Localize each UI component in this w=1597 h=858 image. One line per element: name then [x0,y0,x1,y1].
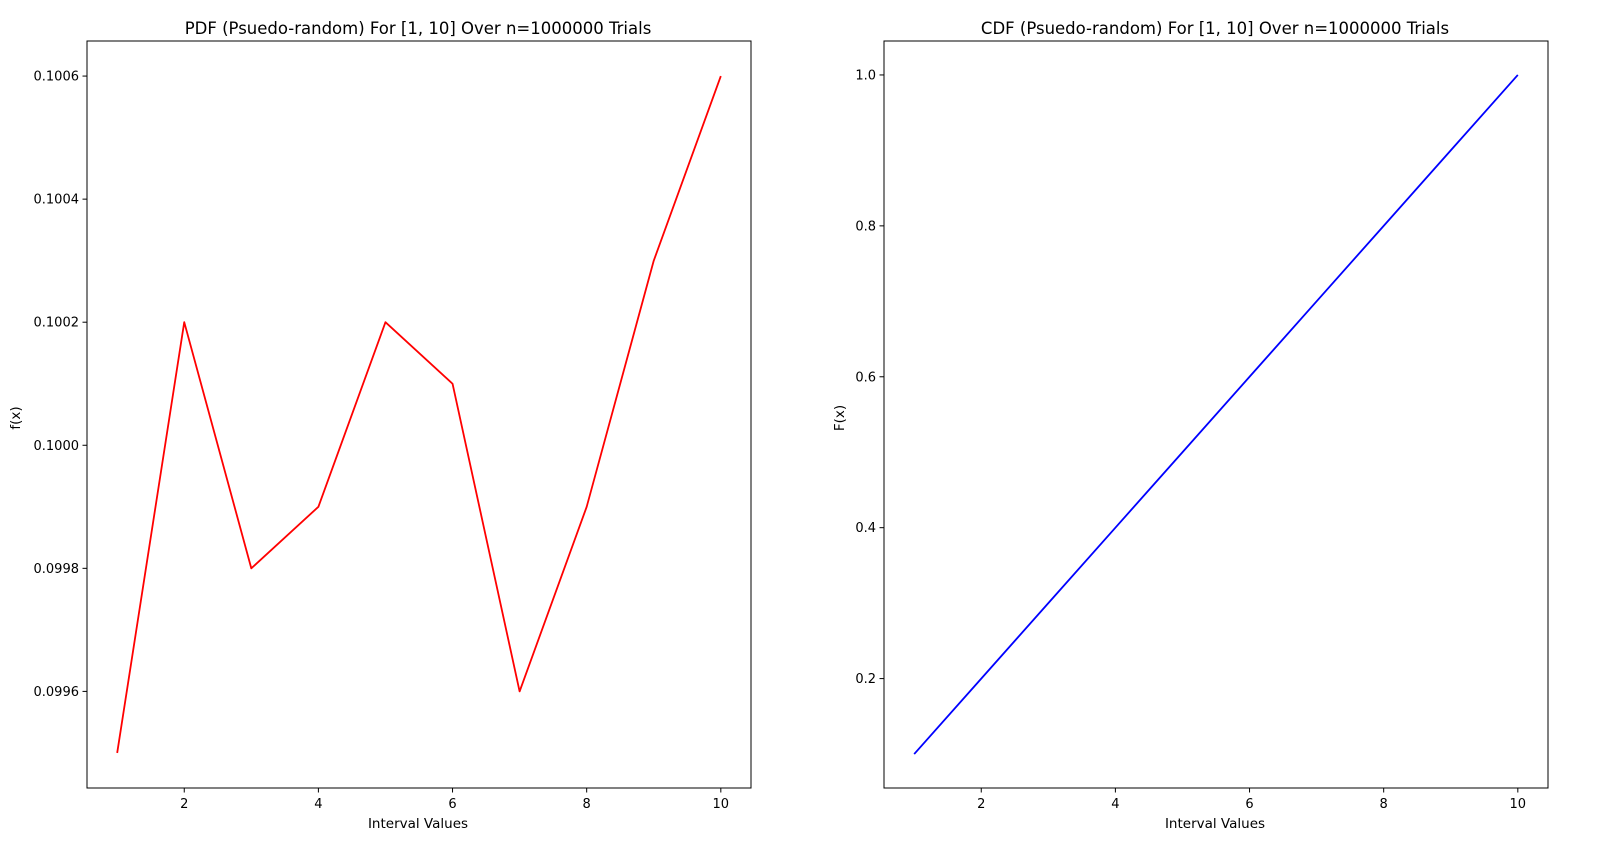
cdf-y-tick-label: 1.0 [855,68,876,83]
pdf-x-tick-label: 10 [713,797,730,812]
cdf-panel: CDF (Psuedo-random) For [1, 10] Over n=1… [832,19,1549,832]
pdf-x-tick-label: 8 [583,797,591,812]
cdf-axis-ticks: 2 4 6 8 10 0.2 0.4 0.6 0.8 1.0 [855,68,1526,812]
cdf-x-axis-label: Interval Values [1165,816,1265,832]
cdf-y-tick-label: 0.2 [855,672,876,687]
pdf-y-tick-label: 0.1004 [34,193,80,208]
cdf-series-line [913,74,1519,755]
pdf-y-tick-label: 0.1006 [34,70,80,85]
cdf-x-tick-label: 8 [1380,797,1388,812]
cdf-plot-frame [883,40,1549,789]
cdf-x-tick-label: 2 [977,797,985,812]
pdf-y-tick-label: 0.0998 [34,562,80,577]
cdf-series [913,74,1519,755]
cdf-y-tick-label: 0.6 [855,370,876,385]
pdf-y-tick-label: 0.1000 [34,439,80,454]
cdf-y-tick-label: 0.8 [855,219,876,234]
pdf-y-tick-label: 0.0996 [34,685,80,700]
cdf-x-tick-label: 4 [1111,797,1119,812]
pdf-panel: PDF (Psuedo-random) For [1, 10] Over n=1… [8,19,752,832]
pdf-title: PDF (Psuedo-random) For [1, 10] Over n=1… [185,19,652,38]
cdf-x-tick-label: 6 [1245,797,1253,812]
cdf-x-tick-label: 10 [1510,797,1527,812]
pdf-axis-ticks: 2 4 6 8 10 0.0996 0.0998 0.1000 0.1002 0.1004 0.10… [34,70,730,812]
cdf-y-tick-label: 0.4 [855,521,876,536]
pdf-x-axis-label: Interval Values [368,816,468,832]
pdf-x-tick-label: 4 [314,797,322,812]
pdf-y-tick-label: 0.1002 [34,316,80,331]
pdf-series-line [116,75,722,754]
cdf-title: CDF (Psuedo-random) For [1, 10] Over n=1… [981,19,1449,38]
pdf-x-tick-label: 2 [180,797,188,812]
pdf-plot-frame [86,40,752,789]
pdf-x-tick-label: 6 [448,797,456,812]
cdf-y-axis-label: F(x) [832,405,848,431]
pdf-series [116,75,722,754]
pdf-y-axis-label: f(x) [8,406,24,429]
